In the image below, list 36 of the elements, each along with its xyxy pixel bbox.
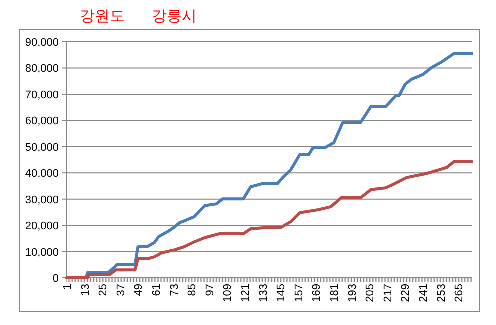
x-tick-label: 205 xyxy=(364,284,377,302)
y-tick-label: 50,000 xyxy=(25,142,59,154)
x-tick-label: 85 xyxy=(186,284,199,296)
x-tick-label: 37 xyxy=(115,284,128,296)
text: 강원도 xyxy=(80,7,125,25)
y-tick-label: 80,000 xyxy=(25,63,59,76)
x-tick-label: 133 xyxy=(258,284,270,302)
y-tick-label: 70,000 xyxy=(25,89,59,102)
y-tick-label: 40,000 xyxy=(25,168,59,180)
x-tick-label: 1 xyxy=(62,284,74,290)
y-tick-label: 90,000 xyxy=(25,37,59,49)
y-tick-label: 0 xyxy=(52,273,59,285)
x-tick-label: 109 xyxy=(222,284,234,302)
x-tick-label: 145 xyxy=(276,284,288,302)
x-tick-label: 169 xyxy=(311,284,324,302)
x-tick-label: 193 xyxy=(346,284,359,302)
x-tick-label: 49 xyxy=(133,284,146,296)
line-series xyxy=(66,160,474,280)
x-tick-label: 157 xyxy=(293,284,306,302)
x-tick-label: 217 xyxy=(382,284,394,302)
y-tick-label: 20,000 xyxy=(25,220,59,233)
text: 강릉시 xyxy=(152,7,197,25)
x-tick-label: 229 xyxy=(400,284,412,302)
x-tick-label: 265 xyxy=(454,284,466,302)
x-tick-label: 61 xyxy=(151,284,164,296)
x-tick-label: 241 xyxy=(418,284,430,302)
x-tick-label: 181 xyxy=(329,284,342,302)
x-tick-label: 25 xyxy=(98,284,110,296)
x-tick-label: 13 xyxy=(80,284,92,296)
x-tick-label: 253 xyxy=(436,284,448,302)
x-tick-label: 97 xyxy=(204,284,216,296)
y-tick-label: 10,000 xyxy=(25,246,59,259)
y-tick-label: 30,000 xyxy=(25,194,59,206)
x-tick-label: 73 xyxy=(168,284,181,296)
x-tick-label: 121 xyxy=(240,284,252,302)
y-tick-label: 60,000 xyxy=(25,116,59,128)
